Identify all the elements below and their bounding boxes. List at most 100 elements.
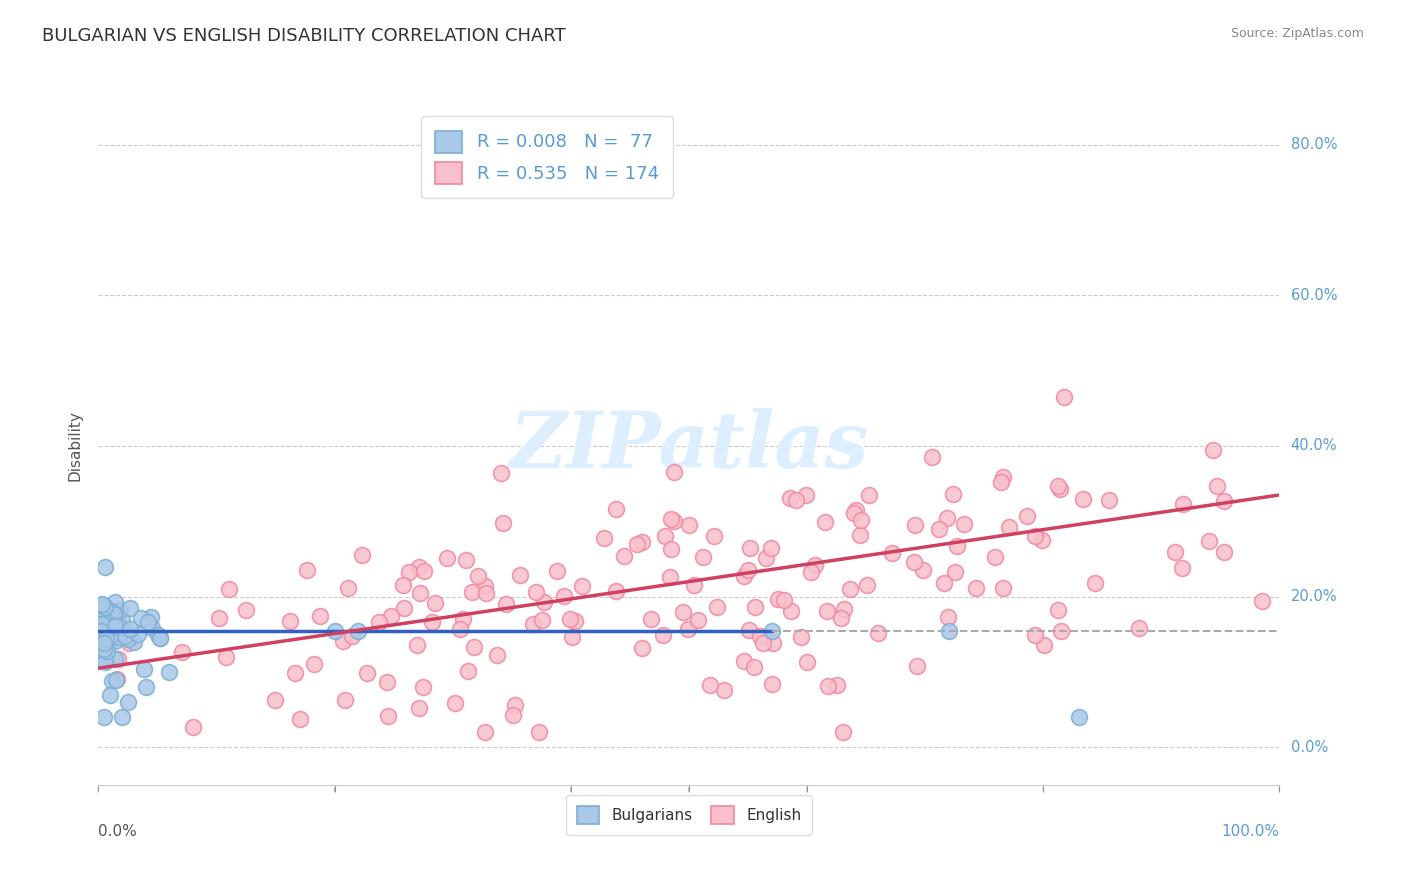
Point: [830, 611, 852, 625]
Point: [1050, 624, 1073, 638]
Point: [762, 636, 785, 650]
Point: [943, 565, 966, 579]
Point: [377, 709, 399, 723]
Point: [1198, 533, 1220, 548]
Point: [796, 655, 818, 669]
Point: [1212, 494, 1234, 508]
Point: [91, 607, 114, 622]
Point: [263, 693, 285, 707]
Point: [146, 627, 169, 641]
Point: [91, 597, 114, 611]
Point: [856, 578, 879, 592]
Point: [105, 673, 128, 687]
Point: [683, 578, 706, 592]
Point: [564, 614, 586, 628]
Point: [842, 506, 865, 520]
Point: [103, 607, 125, 621]
Point: [356, 666, 378, 681]
Point: [297, 563, 319, 577]
Point: [347, 624, 370, 638]
Point: [953, 516, 976, 531]
Point: [127, 626, 149, 640]
Point: [100, 624, 122, 639]
Point: [733, 654, 755, 668]
Point: [942, 487, 965, 501]
Point: [965, 582, 987, 596]
Point: [678, 518, 700, 533]
Point: [423, 596, 446, 610]
Point: [90, 598, 112, 612]
Point: [101, 673, 124, 688]
Point: [309, 608, 332, 623]
Point: [903, 555, 925, 569]
Point: [1049, 482, 1071, 496]
Legend: Bulgarians, English: Bulgarians, English: [565, 795, 813, 835]
Point: [454, 552, 477, 566]
Point: [457, 664, 479, 678]
Point: [1171, 561, 1194, 575]
Text: 40.0%: 40.0%: [1291, 439, 1337, 453]
Point: [90, 627, 112, 641]
Point: [1024, 628, 1046, 642]
Point: [474, 579, 496, 593]
Point: [111, 710, 134, 724]
Point: [832, 601, 855, 615]
Point: [652, 628, 675, 642]
Point: [90, 623, 112, 637]
Point: [921, 450, 943, 465]
Point: [149, 632, 172, 646]
Text: ZIPatlas: ZIPatlas: [509, 408, 869, 484]
Point: [779, 491, 801, 505]
Point: [91, 617, 114, 632]
Point: [94, 655, 117, 669]
Point: [335, 693, 357, 707]
Point: [1084, 576, 1107, 591]
Point: [790, 630, 813, 644]
Point: [120, 601, 142, 615]
Point: [946, 539, 969, 553]
Point: [553, 589, 575, 603]
Point: [451, 612, 474, 626]
Point: [98, 688, 121, 702]
Point: [157, 665, 180, 679]
Point: [759, 541, 782, 555]
Point: [699, 678, 721, 692]
Point: [1031, 533, 1053, 547]
Point: [662, 465, 685, 479]
Point: [740, 541, 762, 555]
Point: [654, 529, 676, 543]
Point: [749, 629, 772, 643]
Point: [838, 582, 860, 597]
Point: [492, 516, 515, 530]
Point: [546, 564, 568, 578]
Point: [813, 515, 835, 529]
Point: [845, 502, 868, 516]
Point: [91, 640, 114, 655]
Point: [290, 713, 312, 727]
Point: [773, 593, 796, 607]
Point: [103, 619, 125, 633]
Point: [868, 626, 890, 640]
Point: [659, 541, 682, 556]
Point: [94, 599, 117, 614]
Point: [90, 617, 112, 632]
Point: [375, 675, 398, 690]
Point: [235, 603, 257, 617]
Point: [391, 578, 413, 592]
Point: [631, 641, 654, 656]
Point: [284, 666, 307, 681]
Point: [90, 639, 112, 653]
Point: [117, 636, 139, 650]
Point: [94, 643, 117, 657]
Point: [90, 624, 112, 638]
Point: [785, 493, 807, 508]
Point: [815, 604, 838, 618]
Point: [443, 696, 465, 710]
Point: [98, 631, 121, 645]
Point: [96, 632, 118, 646]
Point: [706, 600, 728, 615]
Point: [755, 550, 778, 565]
Point: [688, 613, 710, 627]
Point: [420, 615, 443, 630]
Point: [804, 558, 827, 572]
